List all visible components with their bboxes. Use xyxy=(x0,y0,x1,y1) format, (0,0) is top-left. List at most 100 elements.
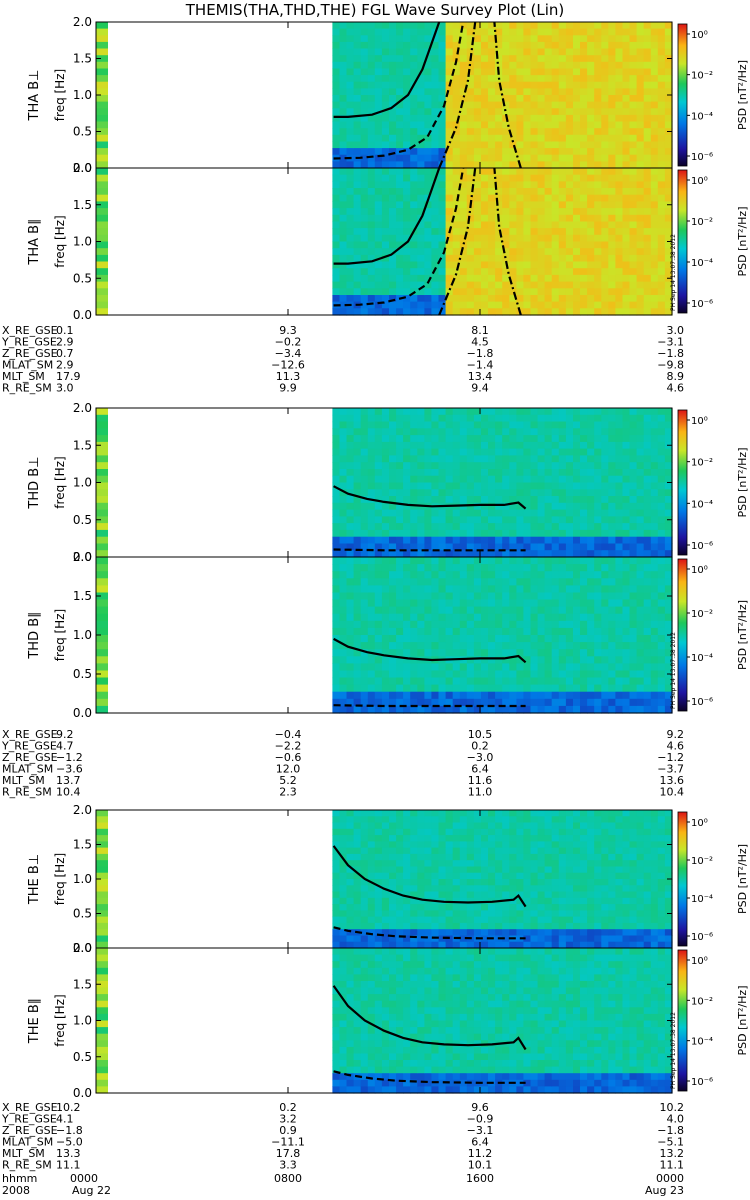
colorbar-label: PSD [nT²/Hz] xyxy=(736,600,749,670)
y-tick-label: 1.0 xyxy=(73,1014,92,1028)
orbit-value: −5.1 xyxy=(657,1136,684,1149)
colorbar: 10⁰ 10⁻² 10⁻⁴ 10⁻⁶ PSD [nT²/Hz] xyxy=(677,169,749,314)
panel-tha-0: 0.0 0.5 1.0 1.5 2.0 THA B⊥ freq [Hz] 10⁰ 10⁻² 10⁻… xyxy=(27,15,749,175)
orbit-row-label: MLAT_SM xyxy=(2,763,53,776)
orbit-row-label: R_RE_SM xyxy=(2,1159,52,1172)
curve-dashdot xyxy=(493,167,522,316)
orbit-value: −1.8 xyxy=(657,1124,684,1137)
curve-solid xyxy=(333,21,441,118)
spectrogram xyxy=(96,948,673,1094)
orbit-row-label: MLAT_SM xyxy=(2,1136,53,1149)
orbit-row-label: Y_RE_GSE xyxy=(1,1113,57,1126)
y-tick-label: 2.0 xyxy=(73,941,92,955)
component-name: B∥ xyxy=(27,218,42,233)
panel-thd-2: 0.0 0.5 1.0 1.5 2.0 THD B⊥ freq [Hz] 10⁰ 10⁻² 10⁻… xyxy=(27,401,749,564)
y-tick-label: 0.0 xyxy=(73,161,92,175)
curve-solid xyxy=(333,167,441,265)
panel-tha-1: 0.0 0.5 1.0 1.5 2.0 THA B∥ freq [Hz] 10⁰ 10⁻² 10⁻… xyxy=(27,161,749,322)
orbit-row-label: Y_RE_GSE xyxy=(1,336,57,349)
orbit-value: −2.2 xyxy=(275,740,302,753)
orbit-row-label: Y_RE_GSE xyxy=(1,740,57,753)
probe-label: THA B⊥ xyxy=(27,70,42,122)
orbit-value: 4.7 xyxy=(56,740,74,753)
colorbar-tick-label: 10⁰ xyxy=(691,176,708,187)
orbit-value: 11.1 xyxy=(56,1159,81,1172)
colorbar-scale xyxy=(677,169,688,314)
orbit-value: −9.8 xyxy=(657,359,684,372)
colorbar-tick-label: 10⁻⁶ xyxy=(691,541,713,552)
curve-dashed xyxy=(333,926,526,940)
orbit-value: −3.7 xyxy=(657,763,684,776)
orbit-value: −12.6 xyxy=(271,359,305,372)
colorbar-tick-label: 10⁻² xyxy=(691,458,713,469)
y-tick-label: 0.5 xyxy=(73,513,92,527)
colorbar-tick-label: 10⁻⁴ xyxy=(691,258,713,269)
component-name: B⊥ xyxy=(27,854,42,874)
orbit-value: −3.0 xyxy=(467,751,494,764)
orbit-row-label: X_RE_GSE xyxy=(2,728,58,741)
orbit-value: 2.9 xyxy=(56,336,74,349)
orbit-value: −3.1 xyxy=(657,336,684,349)
colorbar-tick-label: 10⁻⁴ xyxy=(691,653,713,664)
probe-name: THE xyxy=(27,878,42,905)
probe-label: THD B∥ xyxy=(27,611,42,659)
orbit-value: 4.1 xyxy=(56,1113,74,1126)
orbit-value: 13.7 xyxy=(56,774,81,787)
orbit-value: 0.9 xyxy=(279,1124,297,1137)
orbit-value: −11.1 xyxy=(271,1136,305,1149)
colorbar-tick-label: 10⁻⁴ xyxy=(691,1037,713,1048)
colorbar-label: PSD [nT²/Hz] xyxy=(736,206,749,276)
curve-solid xyxy=(333,637,527,664)
colorbar: 10⁰ 10⁻² 10⁻⁴ 10⁻⁶ PSD [nT²/Hz] xyxy=(677,558,749,712)
curve-solid xyxy=(332,985,527,1051)
colorbar-tick-label: 10⁻² xyxy=(691,71,713,82)
y-tick-label: 2.0 xyxy=(73,803,92,817)
timestamp-stamp: PH Sep 14 13:07:38 2012 xyxy=(670,234,677,311)
orbit-value: −0.2 xyxy=(275,336,302,349)
y-tick-label: 2.0 xyxy=(73,161,92,175)
y-tick-label: 1.0 xyxy=(73,628,92,642)
y-axis-label: freq [Hz] xyxy=(53,609,67,661)
orbit-row-label: X_RE_GSE xyxy=(2,324,58,337)
panel-the-5: 0.0 0.5 1.0 1.5 2.0 THE B∥ freq [Hz] 10⁰ 10⁻² 10⁻… xyxy=(27,941,749,1100)
orbit-value: 12.0 xyxy=(276,763,301,776)
orbit-value: 0.2 xyxy=(279,1101,297,1114)
timestamp-stamp: PH Sep 14 13:07:38 2012 xyxy=(670,632,677,709)
probe-label: THD B⊥ xyxy=(27,456,42,509)
probe-label: THE B⊥ xyxy=(27,854,42,905)
orbit-row-label: MLT_SM xyxy=(2,1147,45,1160)
curve-solid xyxy=(332,845,527,908)
year-label: 2008 xyxy=(2,1184,30,1197)
orbit-value: 11.2 xyxy=(468,1147,493,1160)
probe-name: THD xyxy=(27,631,42,660)
orbit-value: −0.6 xyxy=(275,751,302,764)
time-axis-label: hhmm xyxy=(2,1172,37,1185)
orbit-value: −1.2 xyxy=(56,751,83,764)
time-tick-label: 0800 xyxy=(274,1172,302,1185)
colorbar-tick-label: 10⁻² xyxy=(691,856,713,867)
y-axis-label: freq [Hz] xyxy=(53,215,67,267)
y-tick-label: 1.5 xyxy=(73,198,92,212)
probe-label: THA B∥ xyxy=(27,218,42,265)
y-tick-label: 0.5 xyxy=(73,271,92,285)
y-tick-label: 0.0 xyxy=(73,706,92,720)
orbit-value: 8.9 xyxy=(667,370,685,383)
colorbar-tick-label: 10⁻² xyxy=(691,609,713,620)
curve-dashed xyxy=(333,21,465,160)
orbit-value: 17.9 xyxy=(56,370,81,383)
y-axis-label: freq [Hz] xyxy=(53,853,67,905)
y-tick-label: 0.0 xyxy=(73,550,92,564)
orbit-value: 8.1 xyxy=(471,324,489,337)
y-tick-label: 1.0 xyxy=(73,872,92,886)
y-tick-label: 1.0 xyxy=(73,88,92,102)
orbit-value: 2.3 xyxy=(279,786,297,799)
colorbar-scale xyxy=(677,409,688,556)
panel-thd-3: 0.0 0.5 1.0 1.5 2.0 THD B∥ freq [Hz] 10⁰ 10⁻² 10⁻… xyxy=(27,550,749,720)
orbit-value: 6.4 xyxy=(471,1136,489,1149)
colorbar-tick-label: 10⁻⁶ xyxy=(691,932,713,943)
curve-dashed xyxy=(333,548,526,552)
orbit-value: −1.8 xyxy=(56,1124,83,1137)
orbit-value: 0.1 xyxy=(56,324,74,337)
y-tick-label: 0.5 xyxy=(73,667,92,681)
